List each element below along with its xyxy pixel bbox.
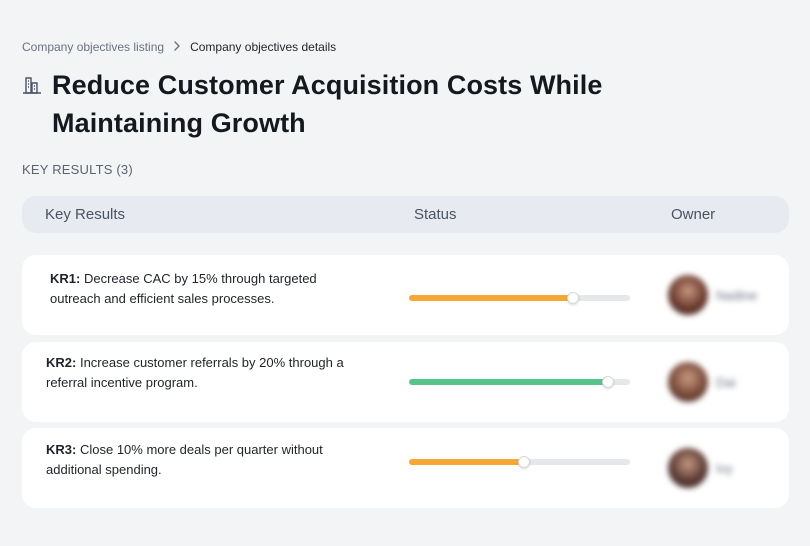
chevron-right-icon bbox=[172, 40, 182, 54]
key-result-row[interactable]: KR3: Close 10% more deals per quarter wi… bbox=[22, 428, 789, 508]
key-results-table-header: Key Results Status Owner bbox=[22, 196, 789, 233]
owner[interactable]: Dai bbox=[668, 362, 736, 402]
progress-fill bbox=[409, 379, 608, 385]
avatar bbox=[668, 448, 708, 488]
key-result-code: KR3: bbox=[46, 442, 77, 457]
avatar bbox=[668, 275, 708, 315]
key-result-row[interactable]: KR1: Decrease CAC by 15% through targete… bbox=[22, 255, 789, 335]
status-progress-bar bbox=[409, 376, 630, 388]
breadcrumb-objectives-listing-link[interactable]: Company objectives listing bbox=[22, 40, 165, 54]
progress-fill bbox=[409, 295, 573, 301]
avatar bbox=[668, 362, 708, 402]
progress-handle bbox=[566, 292, 579, 304]
key-result-text: Close 10% more deals per quarter without… bbox=[46, 442, 323, 477]
owner[interactable]: Ivy bbox=[668, 448, 733, 488]
building-chart-icon bbox=[22, 75, 42, 95]
column-header-status: Status bbox=[414, 206, 457, 223]
objective-header: Reduce Customer Acquisition Costs While … bbox=[22, 66, 652, 142]
column-header-key-results: Key Results bbox=[45, 206, 126, 223]
key-result-description: KR2: Increase customer referrals by 20% … bbox=[46, 353, 386, 393]
progress-handle bbox=[517, 456, 530, 468]
breadcrumb: Company objectives listing Company objec… bbox=[22, 40, 336, 54]
key-result-description: KR3: Close 10% more deals per quarter wi… bbox=[46, 440, 366, 480]
owner-name: Dai bbox=[716, 374, 736, 390]
status-progress-bar bbox=[409, 292, 630, 304]
owner-name: Nadine bbox=[716, 287, 758, 303]
key-result-description: KR1: Decrease CAC by 15% through targete… bbox=[50, 269, 360, 309]
page-title: Reduce Customer Acquisition Costs While … bbox=[52, 70, 603, 138]
key-result-text: Increase customer referrals by 20% throu… bbox=[46, 355, 344, 390]
breadcrumb-current: Company objectives details bbox=[190, 40, 337, 54]
key-result-code: KR1: bbox=[50, 271, 81, 286]
key-result-code: KR2: bbox=[46, 355, 77, 370]
owner-name: Ivy bbox=[716, 460, 733, 476]
column-header-owner: Owner bbox=[671, 206, 716, 223]
status-progress-bar bbox=[409, 456, 630, 468]
key-result-text: Decrease CAC by 15% through targeted out… bbox=[50, 271, 317, 306]
owner[interactable]: Nadine bbox=[668, 275, 757, 315]
progress-fill bbox=[409, 459, 524, 465]
key-result-row[interactable]: KR2: Increase customer referrals by 20% … bbox=[22, 342, 789, 422]
key-results-count-label: KEY RESULTS (3) bbox=[22, 162, 133, 177]
progress-handle bbox=[601, 376, 614, 388]
